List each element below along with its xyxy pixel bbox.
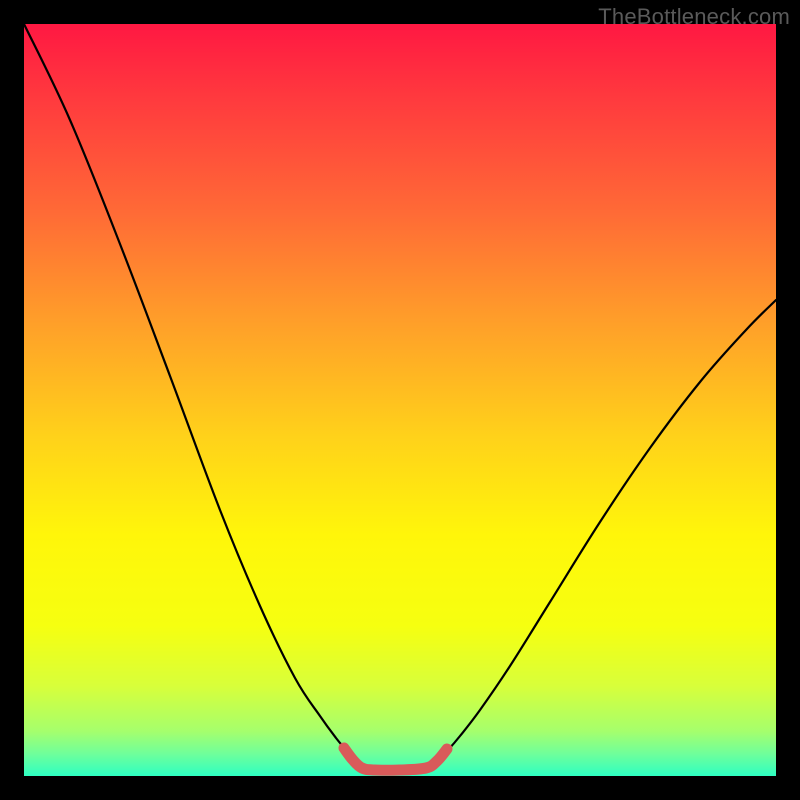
bottleneck-chart [0, 0, 800, 800]
gradient-background [24, 24, 776, 776]
watermark-text: TheBottleneck.com [598, 4, 790, 30]
chart-frame: TheBottleneck.com [0, 0, 800, 800]
